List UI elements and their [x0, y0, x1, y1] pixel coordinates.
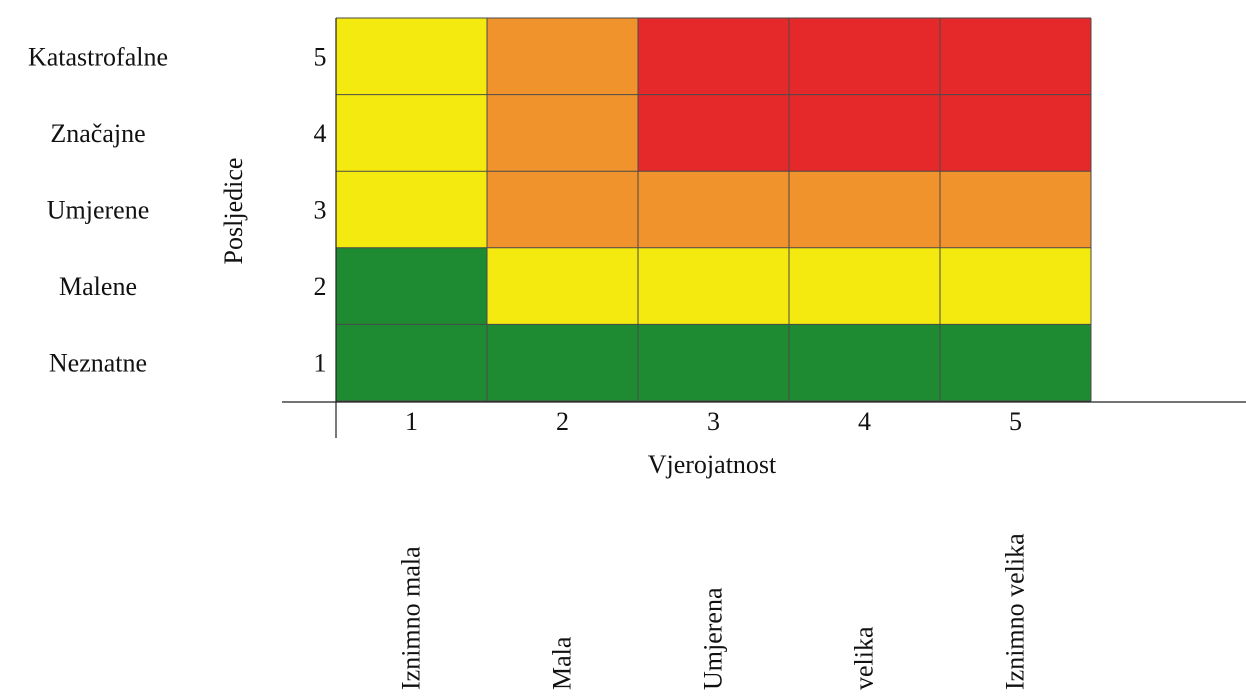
matrix-cell-y3-x5: [940, 171, 1091, 248]
x-axis-title: Vjerojatnost: [648, 450, 777, 479]
matrix-cell-y2-x1: [336, 247, 487, 325]
matrix-gridlines: [335, 17, 1092, 402]
matrix-cell-y5-x1: [336, 18, 487, 95]
matrix-cell-y5-x5: [940, 18, 1091, 95]
matrix-cell-y1-x3: [638, 324, 789, 401]
matrix-cell-y4-x3: [638, 94, 789, 172]
y-tick-label: 5: [314, 42, 327, 71]
matrix-cell-y2-x2: [487, 247, 638, 325]
y-category-label: Katastrofalne: [28, 42, 168, 71]
y-axis-title: Posljedice: [219, 158, 248, 265]
x-tick-label: 2: [556, 407, 569, 436]
matrix-cell-y1-x2: [487, 324, 638, 401]
x-category-label: Mala: [548, 636, 577, 690]
matrix-cell-y5-x4: [789, 18, 940, 95]
matrix-cell-y2-x5: [940, 247, 1091, 325]
matrix-cell-y1-x1: [336, 324, 487, 401]
matrix-cell-y2-x3: [638, 247, 789, 325]
matrix-cell-y5-x3: [638, 18, 789, 95]
x-category-label: Iznimno mala: [397, 546, 426, 690]
x-tick-label: 4: [858, 407, 871, 436]
x-category-label: Umjerena: [699, 587, 728, 690]
matrix-cell-y4-x2: [487, 94, 638, 172]
y-category-label: Umjerene: [47, 196, 150, 225]
x-category-label: velika: [850, 626, 879, 690]
y-tick-label: 2: [314, 272, 327, 301]
y-axis-labels: Katastrofalne 5 Značajne 4 Umjerene 3 Malene 2 N…: [28, 42, 327, 377]
matrix-cell-y4-x1: [336, 94, 487, 172]
y-tick-label: 1: [314, 349, 327, 378]
x-category-label: Iznimno velika: [1001, 533, 1030, 690]
matrix-cell-y3-x1: [336, 171, 487, 248]
matrix-cell-y1-x4: [789, 324, 940, 401]
matrix-cell-y1-x5: [940, 324, 1091, 401]
x-tick-label: 1: [405, 407, 418, 436]
x-tick-label: 5: [1009, 407, 1022, 436]
matrix-cell-y3-x3: [638, 171, 789, 248]
x-tick-label: 3: [707, 407, 720, 436]
y-category-label: Neznatne: [49, 349, 147, 378]
y-tick-label: 4: [314, 119, 327, 148]
matrix-cell-y3-x2: [487, 171, 638, 248]
x-axis-labels: 1 Iznimno mala 2 Mala 3 Umjerena 4 velika 5 Iznim…: [397, 407, 1030, 690]
matrix-cell-y2-x4: [789, 247, 940, 325]
matrix-cell-y4-x4: [789, 94, 940, 172]
y-category-label: Značajne: [50, 119, 145, 148]
y-category-label: Malene: [59, 272, 137, 301]
matrix-cells: [336, 18, 1091, 401]
matrix-cell-y3-x4: [789, 171, 940, 248]
matrix-cell-y4-x5: [940, 94, 1091, 172]
matrix-cell-y5-x2: [487, 18, 638, 95]
matrix-axes: [282, 18, 1246, 438]
y-tick-label: 3: [314, 196, 327, 225]
